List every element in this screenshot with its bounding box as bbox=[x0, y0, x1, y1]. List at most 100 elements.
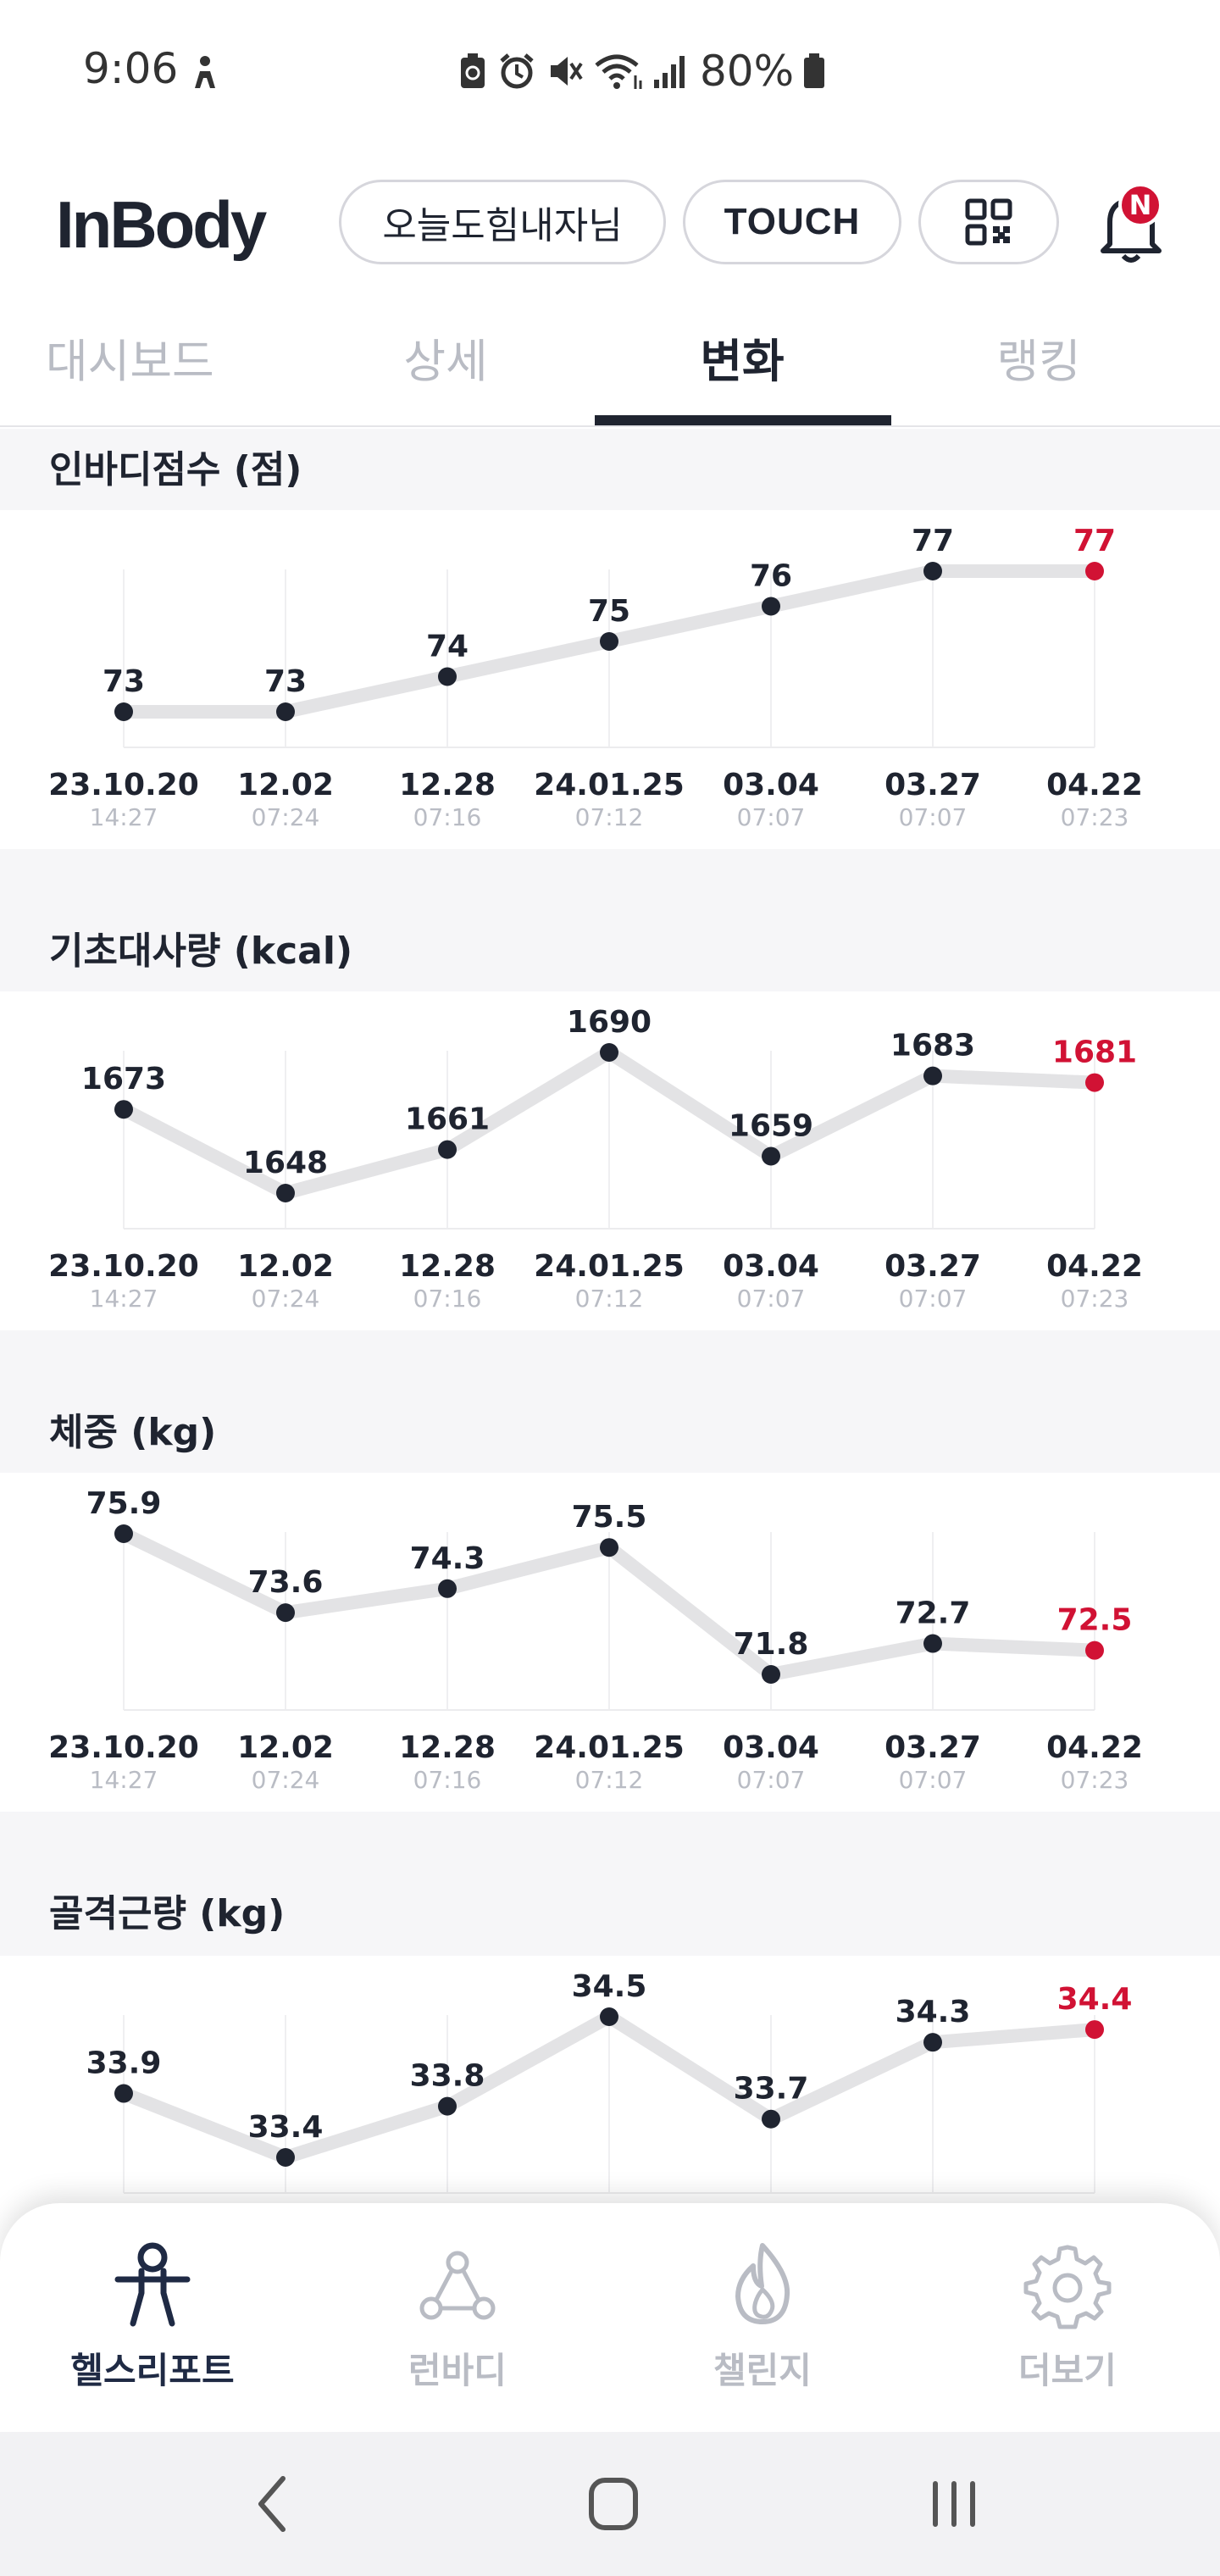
data-label: 73 bbox=[264, 664, 307, 699]
data-point bbox=[114, 2084, 133, 2103]
x-tick-label: 12.02 bbox=[237, 1730, 334, 1765]
tab-active-indicator bbox=[595, 415, 891, 425]
tab-bar: 대시보드 상세 변화 랭킹 bbox=[0, 305, 1220, 427]
data-point bbox=[438, 1579, 457, 1598]
data-point bbox=[600, 2007, 618, 2026]
data-label: 75 bbox=[588, 594, 630, 629]
section-title: 체중 (kg) bbox=[49, 1411, 217, 1454]
x-tick-label: 03.27 bbox=[884, 768, 981, 802]
tab-dashboard[interactable]: 대시보드 bbox=[46, 335, 214, 388]
x-tick-label: 03.27 bbox=[884, 1249, 981, 1284]
battery-saver-icon bbox=[461, 53, 485, 88]
data-point bbox=[923, 1066, 942, 1085]
x-tick-time: 07:23 bbox=[1061, 1766, 1129, 1794]
nav-more[interactable]: 더보기 bbox=[915, 2237, 1220, 2407]
data-label: 34.5 bbox=[572, 1969, 647, 2004]
data-label: 72.7 bbox=[896, 1596, 971, 1631]
x-tick-time: 07:07 bbox=[899, 1766, 968, 1794]
system-navigation-bar bbox=[0, 2432, 1220, 2576]
x-tick-time: 07:12 bbox=[575, 1285, 644, 1313]
x-tick-time: 07:12 bbox=[575, 803, 644, 831]
qr-code-icon bbox=[965, 198, 1012, 246]
accessibility-icon bbox=[195, 56, 215, 88]
flame-icon bbox=[735, 2243, 790, 2324]
section-title: 골격근량 (kg) bbox=[49, 1892, 286, 1935]
data-point bbox=[762, 1146, 780, 1166]
x-tick-time: 07:07 bbox=[737, 803, 806, 831]
data-point bbox=[923, 1634, 942, 1653]
profile-name-button[interactable]: 오늘도힘내자님 bbox=[339, 180, 666, 264]
data-point bbox=[1085, 562, 1104, 580]
touch-button[interactable]: TOUCH bbox=[683, 180, 901, 264]
data-point bbox=[1085, 1073, 1104, 1092]
data-label: 77 bbox=[912, 524, 954, 558]
section-header-bmr: 기초대사량 (kcal) bbox=[0, 849, 1220, 991]
section-title: 기초대사량 (kcal) bbox=[49, 930, 353, 973]
back-icon[interactable] bbox=[230, 2470, 315, 2538]
data-label: 73 bbox=[103, 664, 145, 699]
mute-icon bbox=[551, 57, 583, 86]
data-label: 74 bbox=[426, 630, 469, 664]
x-tick-time: 07:24 bbox=[252, 803, 320, 831]
data-point bbox=[276, 1603, 295, 1623]
x-tick-label: 23.10.20 bbox=[48, 768, 199, 802]
data-label: 74.3 bbox=[410, 1541, 485, 1576]
x-tick-time: 14:27 bbox=[90, 1766, 158, 1794]
recents-icon[interactable] bbox=[912, 2470, 996, 2538]
data-label: 34.4 bbox=[1057, 1982, 1133, 2017]
data-point bbox=[600, 632, 618, 651]
line-chart: 75.9 73.6 74.3 75.5 71.8 72.7 72.5 23.10.2014:2… bbox=[48, 1486, 1143, 1794]
x-tick-label: 04.22 bbox=[1046, 1730, 1143, 1765]
x-tick-time: 07:07 bbox=[899, 803, 968, 831]
section-header-skeletal-muscle: 골격근량 (kg) bbox=[0, 1812, 1220, 1956]
data-point bbox=[114, 1100, 133, 1119]
triangle-nodes-icon bbox=[419, 2251, 496, 2320]
home-icon[interactable] bbox=[571, 2470, 656, 2538]
x-tick-label: 23.10.20 bbox=[48, 1249, 199, 1284]
data-label: 75.9 bbox=[86, 1486, 162, 1521]
x-tick-time: 07:23 bbox=[1061, 1285, 1129, 1313]
wifi-icon bbox=[595, 54, 642, 89]
data-point bbox=[114, 1524, 133, 1543]
data-point bbox=[276, 702, 295, 721]
nav-runbody[interactable]: 런바디 bbox=[305, 2237, 610, 2407]
section-header-inbody-score: 인바디점수 (점) bbox=[0, 429, 1220, 510]
x-tick-label: 23.10.20 bbox=[48, 1730, 199, 1765]
data-point bbox=[438, 667, 457, 686]
data-point bbox=[276, 2148, 295, 2167]
x-tick-label: 12.28 bbox=[399, 1249, 496, 1284]
data-point bbox=[114, 702, 133, 721]
tab-change[interactable]: 변화 bbox=[700, 335, 785, 388]
chart-bmr[interactable]: 1673 1648 1661 1690 1659 1683 1681 23.10.20 14:2… bbox=[0, 991, 1220, 1330]
nav-challenge[interactable]: 챌린지 bbox=[610, 2237, 915, 2407]
x-tick-time: 07:16 bbox=[413, 803, 482, 831]
chart-inbody-score[interactable]: 73 73 74 75 76 77 77 23.10.20 14:27 12.02 07:24 12.… bbox=[0, 510, 1220, 849]
data-point bbox=[600, 1043, 618, 1062]
x-tick-label: 12.28 bbox=[399, 1730, 496, 1765]
app-header: InBody 오늘도힘내자님 TOUCH N bbox=[0, 161, 1220, 288]
data-label: 34.3 bbox=[896, 1995, 971, 2029]
x-tick-label: 03.04 bbox=[723, 1249, 819, 1284]
data-point bbox=[1085, 2020, 1104, 2040]
x-tick-time: 07:24 bbox=[252, 1766, 320, 1794]
x-tick-time: 14:27 bbox=[90, 803, 158, 831]
x-tick-label: 24.01.25 bbox=[534, 768, 685, 802]
data-label: 71.8 bbox=[734, 1627, 809, 1662]
x-tick-label: 12.28 bbox=[399, 768, 496, 802]
status-icons: 80% bbox=[458, 44, 826, 98]
battery-icon bbox=[804, 53, 825, 88]
nav-label: 런바디 bbox=[408, 2350, 507, 2391]
tab-ranking[interactable]: 랭킹 bbox=[996, 335, 1081, 388]
data-label: 33.4 bbox=[248, 2110, 324, 2145]
qr-button[interactable] bbox=[918, 180, 1059, 264]
chart-weight[interactable]: 75.9 73.6 74.3 75.5 71.8 72.7 72.5 23.10.20 14:2… bbox=[0, 1473, 1220, 1812]
data-label: 73.6 bbox=[248, 1565, 324, 1600]
tab-detail[interactable]: 상세 bbox=[403, 335, 488, 388]
nav-health-report[interactable]: 헬스리포트 bbox=[0, 2237, 305, 2407]
gear-icon bbox=[1023, 2245, 1112, 2329]
status-bar: 9:06 80% bbox=[0, 0, 1220, 144]
data-point bbox=[276, 1184, 295, 1202]
x-tick-time: 07:12 bbox=[575, 1766, 644, 1794]
section-title: 인바디점수 (점) bbox=[49, 448, 302, 491]
x-tick-label: 24.01.25 bbox=[534, 1249, 685, 1284]
